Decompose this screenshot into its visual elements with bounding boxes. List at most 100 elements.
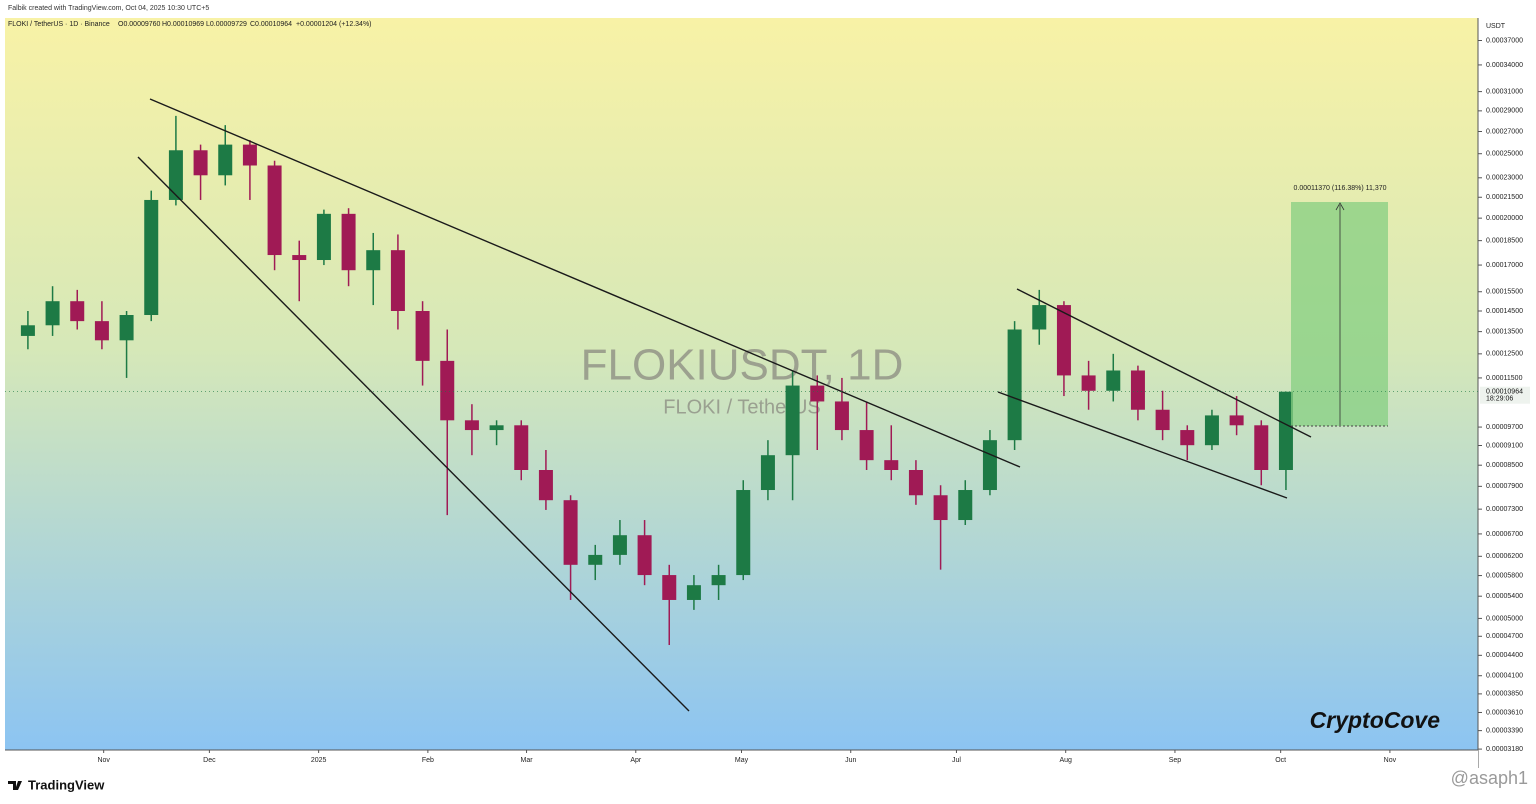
y-tick-label: 0.00014500	[1486, 308, 1523, 315]
candle-body	[810, 385, 825, 402]
candle-body	[292, 255, 307, 261]
candle-body	[760, 455, 775, 491]
y-tick-label: 0.00007300	[1486, 506, 1523, 513]
candle-body	[612, 535, 627, 555]
candle-body	[1130, 370, 1145, 410]
y-tick-label: 0.00005400	[1486, 593, 1523, 600]
last-price-label: 0.00010964	[1486, 389, 1523, 396]
trendline	[997, 391, 1288, 499]
measure-box	[1291, 202, 1388, 426]
candle-body	[1204, 415, 1219, 446]
trendline	[149, 98, 1021, 468]
y-tick-label: 0.00029000	[1486, 108, 1523, 115]
candles	[20, 115, 1293, 646]
y-tick-label: 0.00003610	[1486, 709, 1523, 716]
ohlc-change: +0.00001204 (+12.34%)	[296, 21, 372, 28]
candle-body	[489, 425, 504, 431]
candle-body	[168, 150, 183, 200]
x-tick-label: Apr	[630, 757, 642, 764]
candle-body	[1106, 370, 1121, 391]
measure-arrowhead	[1335, 202, 1345, 211]
candle-body	[933, 495, 948, 521]
candle-body	[193, 150, 208, 176]
y-tick-label: 0.00031000	[1486, 88, 1523, 95]
ohlc-high: H0.00010969	[162, 21, 204, 28]
candle-body	[859, 430, 874, 461]
y-tick-label: 0.00012500	[1486, 351, 1523, 358]
candle-body	[440, 360, 455, 421]
x-tick-label: 2025	[311, 757, 327, 764]
candle-body	[514, 425, 529, 471]
candle-body	[637, 535, 652, 576]
candle-body	[662, 575, 677, 600]
candle-body	[538, 470, 553, 501]
candle-body	[242, 144, 257, 166]
candle-body	[736, 490, 751, 576]
candle-body	[119, 315, 134, 341]
candle-body	[1032, 305, 1047, 330]
candle-body	[908, 470, 923, 496]
y-tick-label: 0.00009100	[1486, 442, 1523, 449]
candle-body	[1254, 425, 1269, 471]
time-axis	[0, 750, 1478, 768]
symbol: FLOKI / TetherUS · 1D · Binance	[8, 21, 110, 28]
candle-body	[341, 213, 356, 271]
brand: CryptoCove	[1310, 707, 1441, 733]
candle-body	[1056, 305, 1071, 376]
candle-body	[711, 575, 726, 586]
candle-body	[218, 144, 233, 176]
y-tick-label: 0.00003390	[1486, 727, 1523, 734]
watermark-subtitle: FLOKI / TetherUS	[663, 396, 820, 418]
candle-body	[1081, 375, 1096, 391]
trendline	[137, 156, 690, 712]
candle-body	[94, 321, 109, 341]
candle-body	[45, 301, 60, 326]
candle-body	[20, 325, 35, 336]
y-tick-label: 0.00008500	[1486, 462, 1523, 469]
axes: 0.00037000 0.00034000 0.00031000 0.00029000…	[5, 37, 1530, 764]
y-tick-label: 0.00005800	[1486, 572, 1523, 579]
x-tick-label: Jun	[845, 757, 856, 764]
plot-background	[5, 18, 1478, 750]
last-price-box	[1480, 386, 1530, 404]
candle-body	[390, 250, 405, 311]
candle-body	[1155, 409, 1170, 431]
handle: @asaph1	[1451, 768, 1528, 788]
countdown: 18:29:06	[1486, 396, 1513, 403]
watermark-title: FLOKIUSDT, 1D	[581, 341, 904, 390]
candle-body	[958, 490, 973, 521]
ohlc-close: C0.00010964	[250, 21, 292, 28]
y-tick-label: 0.00009700	[1486, 424, 1523, 431]
x-tick-label: Nov	[97, 757, 110, 764]
candle-body	[982, 440, 997, 491]
candle-body	[1229, 415, 1244, 426]
x-tick-label: Feb	[422, 757, 434, 764]
y-tick-label: 0.00020000	[1486, 215, 1523, 222]
candle-body	[316, 213, 331, 261]
candle-body	[884, 460, 899, 471]
candle-body	[588, 554, 603, 565]
y-tick-label: 0.00021500	[1486, 194, 1523, 201]
y-tick-label: 0.00004700	[1486, 633, 1523, 640]
candle-body	[1007, 329, 1022, 441]
ohlc-low: L0.00009729	[206, 21, 247, 28]
y-tick-label: 0.00006700	[1486, 531, 1523, 538]
y-tick-label: 0.00011500	[1486, 375, 1523, 382]
candle-body	[1278, 391, 1293, 471]
candle-body	[563, 500, 578, 565]
logo-icon	[8, 781, 22, 790]
y-tick-label: 0.00018500	[1486, 237, 1523, 244]
y-tick-label: 0.00004100	[1486, 673, 1523, 680]
candle-body	[834, 401, 849, 431]
y-tick-label: 0.00004400	[1486, 652, 1523, 659]
trendline	[1016, 288, 1312, 438]
y-tick-label: 0.00034000	[1486, 62, 1523, 69]
y-tick-label: 0.00013500	[1486, 328, 1523, 335]
x-tick-label: Aug	[1059, 757, 1072, 764]
candle-body	[686, 585, 701, 600]
candle-body	[785, 385, 800, 456]
y-tick-label: 0.00025000	[1486, 151, 1523, 158]
y-axis-label: USDT	[1486, 23, 1506, 30]
candle-body	[144, 199, 159, 316]
